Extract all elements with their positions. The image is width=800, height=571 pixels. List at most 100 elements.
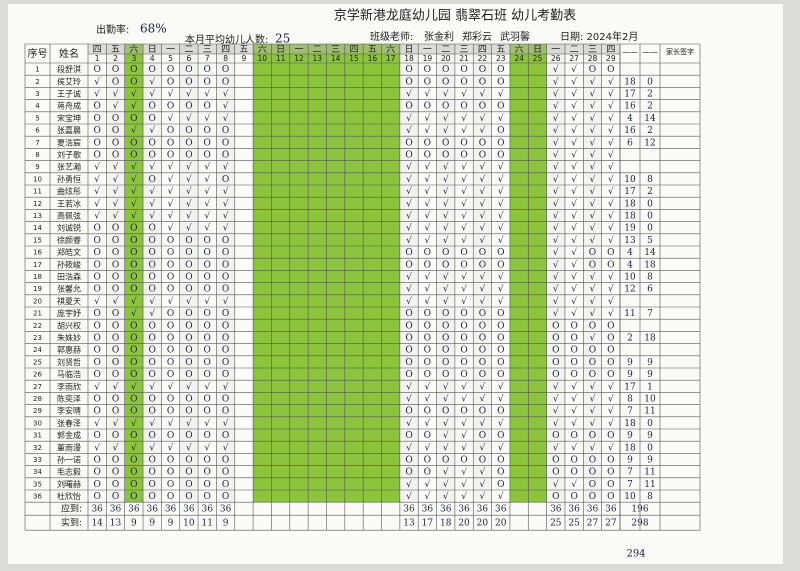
weekday: 四 bbox=[349, 45, 358, 55]
attendance-mark: O bbox=[112, 321, 119, 331]
attendance-mark: √ bbox=[443, 284, 449, 295]
attendance-mark: O bbox=[460, 260, 467, 270]
col-no-header: 序号 bbox=[28, 47, 48, 60]
day-number: 15 bbox=[349, 54, 359, 63]
attendance-mark: O bbox=[112, 114, 119, 124]
weekday: 一 bbox=[423, 45, 432, 55]
row-no: 1 bbox=[35, 66, 39, 74]
attendance-mark: O bbox=[497, 346, 504, 356]
holiday-column bbox=[124, 44, 144, 503]
student-name: 李雨欣 bbox=[57, 381, 81, 391]
attendance-mark: √ bbox=[498, 211, 504, 222]
attendance-mark: O bbox=[479, 151, 486, 161]
total-value: 36 bbox=[495, 505, 507, 515]
attendance-mark: O bbox=[424, 407, 431, 417]
attendance-mark: √ bbox=[480, 186, 486, 197]
attendance-mark: O bbox=[607, 492, 614, 502]
attendance-mark: √ bbox=[608, 125, 614, 136]
attendance-mark: √ bbox=[406, 211, 412, 222]
student-name: 段舒淇 bbox=[57, 64, 81, 74]
row-no: 12 bbox=[33, 200, 42, 208]
attendance-mark: √ bbox=[461, 381, 467, 392]
attendance-mark: √ bbox=[498, 174, 504, 185]
total-value: 36 bbox=[550, 505, 562, 515]
holiday-column bbox=[528, 44, 547, 503]
day-number: 7 bbox=[205, 54, 210, 63]
attendance-mark: O bbox=[552, 370, 559, 380]
attendance-mark: √ bbox=[204, 418, 210, 429]
count: 1 bbox=[647, 382, 653, 392]
attendance-mark: O bbox=[130, 407, 137, 417]
attendance-mark: √ bbox=[94, 186, 100, 197]
attendance-mark: O bbox=[497, 480, 504, 490]
attendance-mark: O bbox=[424, 248, 431, 258]
attendance-mark: O bbox=[570, 431, 577, 441]
attendance-mark: √ bbox=[480, 467, 486, 478]
count: 0 bbox=[647, 224, 653, 234]
student-name: 刘子歌 bbox=[57, 150, 81, 160]
attendance-mark: √ bbox=[113, 381, 119, 392]
day-number: 23 bbox=[496, 54, 506, 63]
attendance-mark: O bbox=[405, 65, 412, 75]
attendance-mark: O bbox=[167, 248, 174, 258]
attendance-mark: √ bbox=[94, 418, 100, 429]
weekday: 五 bbox=[496, 45, 505, 55]
attendance-mark: √ bbox=[204, 162, 210, 173]
total-value: 9 bbox=[149, 519, 155, 529]
attendance-mark: O bbox=[589, 260, 596, 270]
attendance-mark: O bbox=[93, 224, 100, 234]
day-column bbox=[454, 44, 474, 503]
attendance-mark: O bbox=[167, 65, 174, 75]
attendance-mark: O bbox=[570, 346, 577, 356]
attendance-mark: √ bbox=[425, 272, 431, 283]
teachers-label: 班级老师: bbox=[370, 30, 413, 43]
attendance-mark: O bbox=[460, 248, 467, 258]
attendance-mark: O bbox=[589, 370, 596, 380]
attendance-mark: O bbox=[185, 260, 192, 270]
student-name: 蒋舟成 bbox=[57, 101, 81, 111]
attendance-mark: √ bbox=[571, 64, 577, 75]
attendance-mark: √ bbox=[480, 162, 486, 173]
attendance-mark: O bbox=[424, 260, 431, 270]
attendance-mark: √ bbox=[608, 198, 614, 209]
weekday: 四 bbox=[606, 45, 615, 55]
student-name: 孙勇恒 bbox=[57, 174, 81, 184]
attendance-mark: O bbox=[589, 65, 596, 75]
attendance-mark: √ bbox=[608, 406, 614, 417]
count: 12 bbox=[624, 285, 635, 295]
attendance-mark: √ bbox=[94, 174, 100, 185]
attendance-mark: √ bbox=[443, 125, 449, 136]
attendance-mark: O bbox=[442, 151, 449, 161]
row-no: 33 bbox=[33, 456, 42, 464]
attendance-mark: √ bbox=[186, 89, 192, 100]
attendance-mark: O bbox=[405, 248, 412, 258]
attendance-mark: √ bbox=[131, 174, 137, 185]
attendance-mark: √ bbox=[590, 113, 596, 124]
attendance-mark: √ bbox=[149, 418, 155, 429]
attendance-mark: O bbox=[442, 370, 449, 380]
attendance-mark: √ bbox=[443, 418, 449, 429]
attendance-mark: O bbox=[149, 395, 156, 405]
attendance-mark: O bbox=[222, 334, 229, 344]
attendance-mark: √ bbox=[204, 113, 210, 124]
count: 11 bbox=[644, 407, 655, 417]
attendance-mark: √ bbox=[571, 235, 577, 246]
count: 8 bbox=[627, 395, 633, 405]
attendance-mark: O bbox=[112, 358, 119, 368]
attendance-mark: √ bbox=[608, 394, 614, 405]
count: 2 bbox=[647, 102, 653, 112]
attendance-mark: √ bbox=[223, 113, 229, 124]
attendance-mark: O bbox=[149, 151, 156, 161]
student-name: 杜欣怡 bbox=[57, 491, 81, 501]
attendance-mark: O bbox=[204, 248, 211, 258]
day-number: 16 bbox=[368, 54, 378, 63]
student-name: 侯艾玲 bbox=[57, 76, 81, 86]
count: 11 bbox=[644, 480, 655, 490]
attendance-mark: √ bbox=[553, 394, 559, 405]
attendance-mark: √ bbox=[553, 125, 559, 136]
attendance-mark: O bbox=[204, 77, 211, 87]
day-number: 26 bbox=[551, 54, 561, 63]
attendance-mark: O bbox=[552, 334, 559, 344]
attendance-mark: √ bbox=[590, 272, 596, 283]
day-number: 3 bbox=[131, 54, 136, 63]
